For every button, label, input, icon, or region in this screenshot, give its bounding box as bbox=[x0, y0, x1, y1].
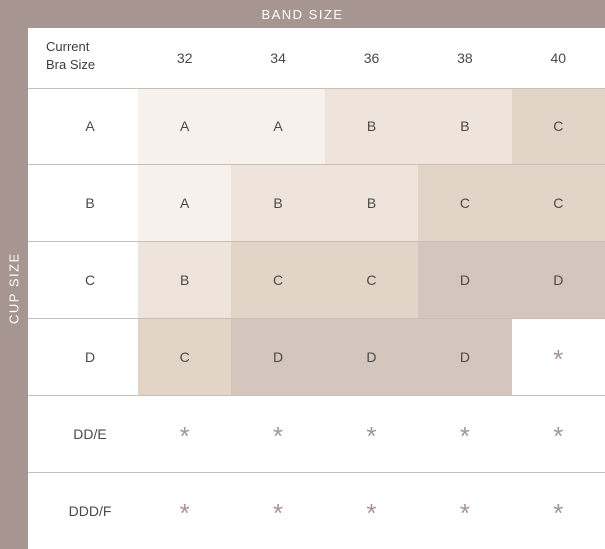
corner-line1: Current bbox=[46, 38, 95, 56]
cup-size-header: CUP SIZE bbox=[0, 28, 28, 549]
divider-row-4 bbox=[28, 395, 605, 396]
cell-DD-E-38: * bbox=[418, 395, 511, 472]
cell-DDD-F-32: * bbox=[138, 472, 231, 549]
cup-row-D: D bbox=[28, 319, 138, 396]
size-table: CurrentBra Size3234363840AAABBCBABBCCCBC… bbox=[28, 28, 605, 549]
cell-B-36: B bbox=[325, 165, 418, 242]
cell-DD-E-36: * bbox=[325, 395, 418, 472]
band-size-col-34: 34 bbox=[231, 28, 324, 88]
cell-C-32: B bbox=[138, 242, 231, 319]
cell-A-38: B bbox=[418, 88, 511, 165]
cell-DDD-F-40: * bbox=[512, 472, 605, 549]
corner-label: CurrentBra Size bbox=[28, 28, 138, 88]
cell-C-34: C bbox=[231, 242, 324, 319]
divider-row-0 bbox=[28, 88, 605, 89]
cup-row-DD-E: DD/E bbox=[28, 395, 138, 472]
cell-C-36: C bbox=[325, 242, 418, 319]
cell-D-34: D bbox=[231, 319, 324, 396]
cup-row-B: B bbox=[28, 165, 138, 242]
cell-B-32: A bbox=[138, 165, 231, 242]
divider-row-1 bbox=[28, 164, 605, 165]
cell-B-38: C bbox=[418, 165, 511, 242]
cup-row-A: A bbox=[28, 88, 138, 165]
divider-row-3 bbox=[28, 318, 605, 319]
cell-C-38: D bbox=[418, 242, 511, 319]
cell-A-36: B bbox=[325, 88, 418, 165]
cell-B-34: B bbox=[231, 165, 324, 242]
cell-D-36: D bbox=[325, 319, 418, 396]
cup-row-DDD-F: DDD/F bbox=[28, 472, 138, 549]
cell-D-40: * bbox=[512, 319, 605, 396]
cell-A-34: A bbox=[231, 88, 324, 165]
cell-A-32: A bbox=[138, 88, 231, 165]
cell-DDD-F-34: * bbox=[231, 472, 324, 549]
divider-row-5 bbox=[28, 472, 605, 473]
cell-A-40: C bbox=[512, 88, 605, 165]
band-size-col-32: 32 bbox=[138, 28, 231, 88]
cell-D-38: D bbox=[418, 319, 511, 396]
cell-B-40: C bbox=[512, 165, 605, 242]
cup-row-C: C bbox=[28, 242, 138, 319]
corner-line2: Bra Size bbox=[46, 56, 95, 74]
band-size-header: BAND SIZE bbox=[0, 0, 605, 28]
cell-DDD-F-38: * bbox=[418, 472, 511, 549]
band-size-col-36: 36 bbox=[325, 28, 418, 88]
cell-DD-E-34: * bbox=[231, 395, 324, 472]
band-size-col-40: 40 bbox=[512, 28, 605, 88]
divider-row-2 bbox=[28, 241, 605, 242]
band-size-col-38: 38 bbox=[418, 28, 511, 88]
cell-C-40: D bbox=[512, 242, 605, 319]
cell-D-32: C bbox=[138, 319, 231, 396]
cell-DD-E-40: * bbox=[512, 395, 605, 472]
cell-DD-E-32: * bbox=[138, 395, 231, 472]
cell-DDD-F-36: * bbox=[325, 472, 418, 549]
size-chart: BAND SIZE CUP SIZE CurrentBra Size323436… bbox=[0, 0, 605, 549]
